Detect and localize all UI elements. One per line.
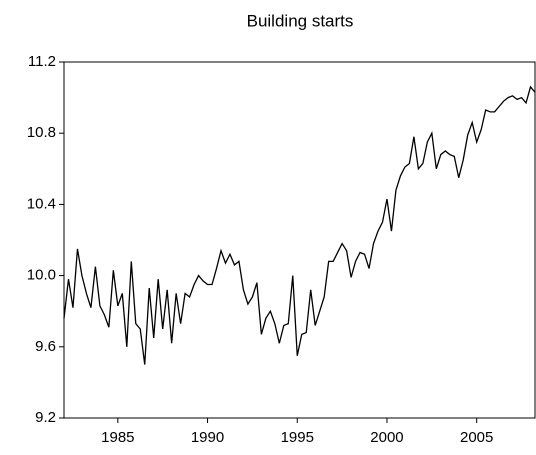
y-tick-label: 10.4 (27, 195, 56, 212)
y-tick-label: 10.8 (27, 124, 56, 141)
x-tick-label: 1985 (101, 429, 134, 446)
x-tick-label: 1995 (281, 429, 314, 446)
chart-title: Building starts (247, 11, 354, 30)
y-tick-label: 11.2 (28, 53, 56, 70)
x-tick-label: 1990 (191, 429, 224, 446)
series-line (63, 85, 536, 365)
x-tick-label: 2005 (460, 429, 493, 446)
x-tick-label: 2000 (370, 429, 403, 446)
y-tick-label: 9.6 (35, 338, 56, 355)
y-tick-label: 9.2 (35, 409, 56, 426)
plot-frame (63, 61, 536, 419)
y-tick-label: 10.0 (27, 267, 56, 284)
